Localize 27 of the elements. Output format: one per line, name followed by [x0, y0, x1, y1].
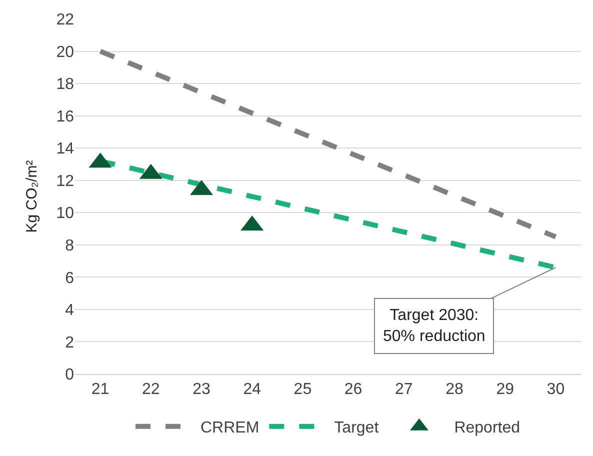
x-tick-label: 28	[446, 381, 464, 398]
x-tick-label: 30	[546, 381, 565, 398]
x-tick-label: 29	[496, 381, 514, 398]
legend-label: CRREM	[200, 420, 260, 437]
x-tick-label: 25	[294, 381, 312, 398]
y-axis-title: Kg CO₂/m²	[23, 160, 40, 233]
x-tick-label: 22	[142, 381, 160, 398]
legend-label: Reported	[454, 420, 520, 437]
y-tick-label: 6	[65, 270, 74, 287]
y-tick-label: 16	[56, 108, 74, 126]
legend-label: Target	[334, 420, 380, 437]
y-tick-label: 22	[56, 12, 74, 29]
y-tick-label: 18	[56, 76, 74, 94]
y-tick-label: 8	[65, 238, 74, 255]
y-tick-label: 20	[56, 44, 74, 61]
y-tick-label: 12	[56, 172, 74, 190]
x-tick-label: 24	[243, 381, 262, 398]
y-tick-label: 4	[65, 302, 74, 320]
x-tick-label: 27	[395, 381, 413, 398]
y-tick-label: 2	[65, 334, 74, 352]
x-tick-label: 21	[91, 381, 110, 398]
x-tick-label: 23	[192, 381, 210, 398]
y-tick-label: 14	[56, 140, 74, 158]
y-tick-label: 10	[56, 205, 74, 222]
y-tick-label: 0	[65, 366, 74, 384]
x-tick-label: 26	[344, 381, 362, 398]
annotation: Target 2030: 50% reduction	[383, 307, 486, 345]
